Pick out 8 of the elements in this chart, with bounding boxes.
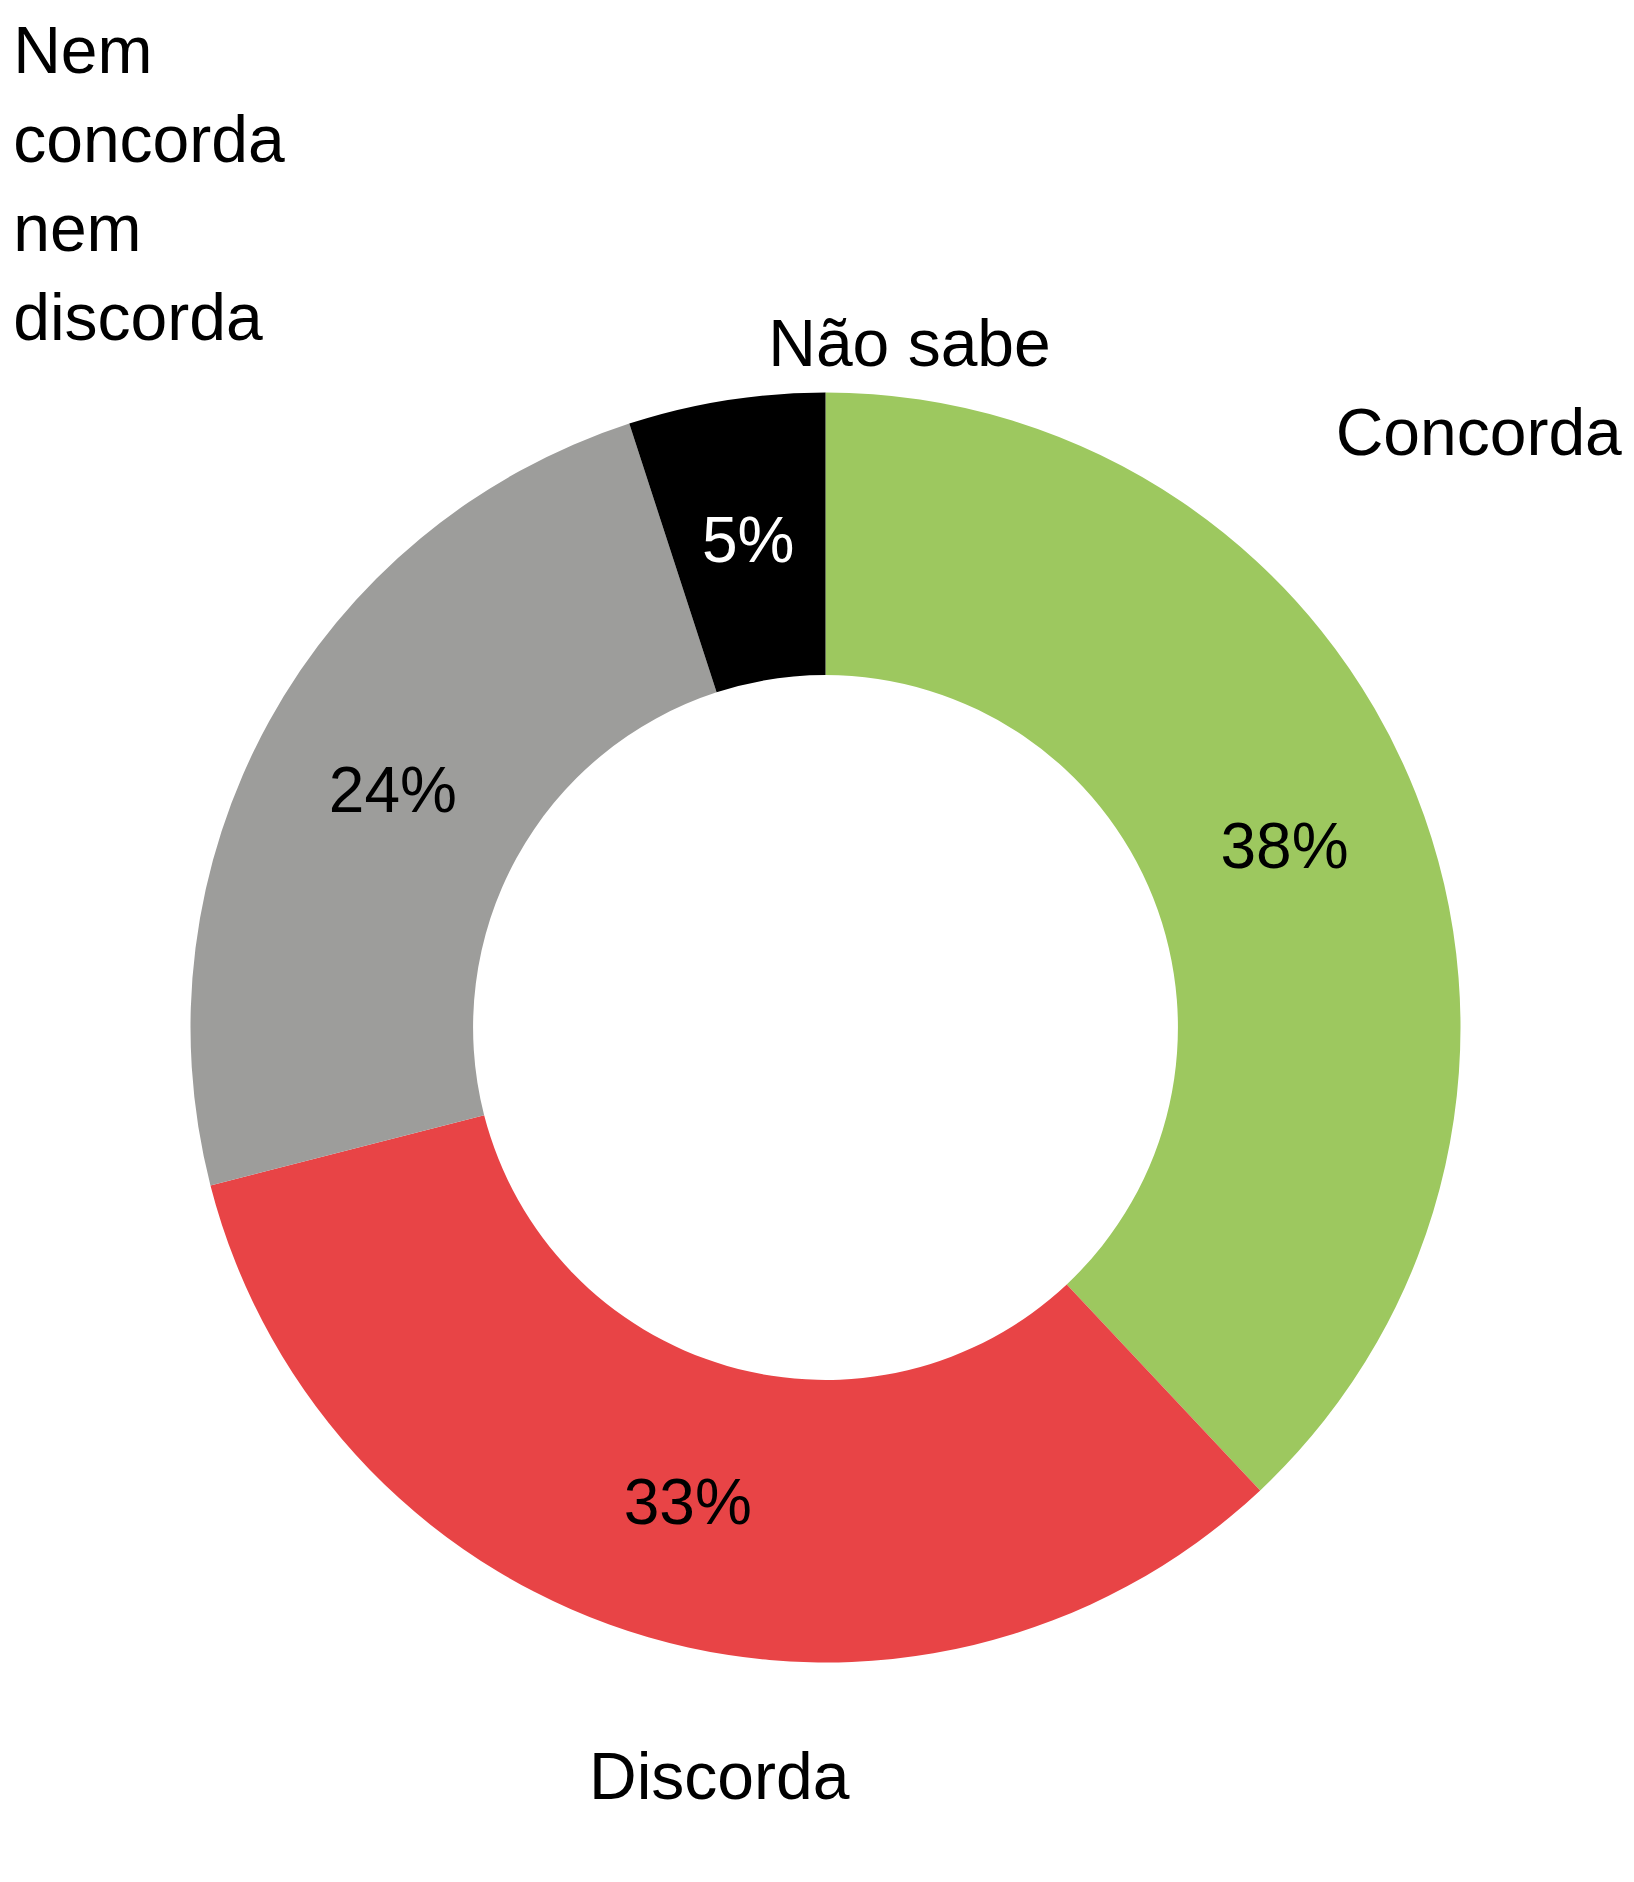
slice-label: Discorda	[588, 1738, 850, 1813]
slice-label: Não sabe	[768, 305, 1051, 380]
data-label: 5%	[702, 503, 795, 576]
data-label: 24%	[328, 753, 457, 826]
data-label: 38%	[1220, 809, 1349, 882]
slice-label: Nem concorda nem discorda	[13, 13, 285, 354]
data-label: 33%	[623, 1465, 752, 1538]
slice-label: Concorda	[1335, 394, 1623, 469]
